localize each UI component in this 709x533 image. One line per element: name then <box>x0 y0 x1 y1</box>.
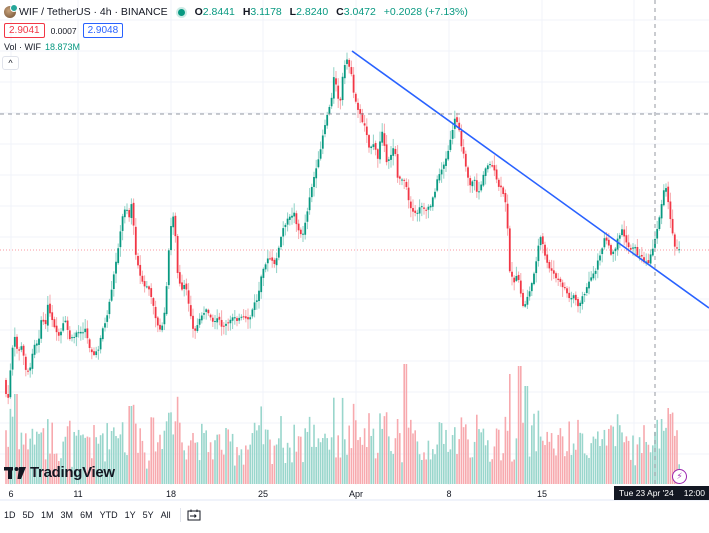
buy-price-button[interactable]: 2.9048 <box>82 23 124 38</box>
time-tick: 18 <box>165 489 177 499</box>
volume-value: 18.873M <box>45 42 81 52</box>
range-ytd-button[interactable]: YTD <box>99 510 118 520</box>
tradingview-logo-text: TradingView <box>30 464 115 481</box>
spread-value: 0.0007 <box>50 25 77 36</box>
volume-legend: Vol · WIF 18.873M <box>4 42 80 52</box>
volume-label: Vol · WIF <box>4 42 42 52</box>
range-3m-button[interactable]: 3M <box>60 510 74 520</box>
time-tick: 6 <box>8 489 14 499</box>
volume-bars <box>5 364 680 484</box>
chevron-up-icon: ^ <box>8 58 13 68</box>
range-6m-button[interactable]: 6M <box>80 510 93 520</box>
time-tick: 8 <box>446 489 452 499</box>
tradingview-logo[interactable]: TradingView <box>4 464 115 481</box>
range-5d-button[interactable]: 5D <box>22 510 35 520</box>
time-axis[interactable]: 6 11 18 25 Apr 8 15 <box>0 485 709 501</box>
crosshair-date: Tue 23 Apr '24 <box>619 488 674 498</box>
date-range-toolbar: 1D 5D 1M 3M 6M YTD 1Y 5Y All <box>0 505 709 525</box>
trendline[interactable] <box>351 50 709 309</box>
range-1y-button[interactable]: 1Y <box>124 510 136 520</box>
ohlc-values: O2.8441 H3.1178 L2.8240 C3.0472 +0.2028 … <box>194 6 468 18</box>
ohlc-open: 2.8441 <box>202 6 235 18</box>
time-tick: 25 <box>257 489 269 499</box>
toolbar-divider <box>179 508 181 522</box>
chart-grid <box>0 0 709 485</box>
crosshair-time-label: Tue 23 Apr '24 12:00 <box>614 486 709 500</box>
ohlc-low: 2.8240 <box>296 6 329 18</box>
wif-coin-icon <box>4 4 18 18</box>
ohlc-close: 3.0472 <box>343 6 376 18</box>
ohlc-high: 3.1178 <box>250 6 282 18</box>
lightning-alert-icon[interactable]: ⚡ <box>672 469 687 484</box>
candlesticks <box>5 52 681 405</box>
ohlc-change: +0.2028 (+7.13%) <box>383 6 468 18</box>
sell-price-button[interactable]: 2.9041 <box>4 23 45 38</box>
range-5y-button[interactable]: 5Y <box>142 510 154 520</box>
symbol-legend: WIF / TetherUS · 4h · BINANCE O2.8441 H3… <box>4 4 473 18</box>
time-tick: Apr <box>348 489 364 499</box>
symbol-title[interactable]: WIF / TetherUS · 4h · BINANCE <box>19 6 168 18</box>
price-chart[interactable] <box>0 0 709 485</box>
tradingview-logo-icon <box>4 466 26 479</box>
crosshair-time: 12:00 <box>683 488 705 498</box>
bid-ask-panel: 2.9041 0.0007 2.9048 <box>4 23 124 38</box>
time-tick: 15 <box>536 489 548 499</box>
calendar-range-icon[interactable] <box>187 509 201 521</box>
range-1m-button[interactable]: 1M <box>41 510 54 520</box>
collapse-legend-button[interactable]: ^ <box>2 56 19 70</box>
time-tick: 11 <box>73 489 83 499</box>
range-1d-button[interactable]: 1D <box>4 510 16 520</box>
market-status-icon <box>177 8 185 16</box>
range-all-button[interactable]: All <box>160 510 171 520</box>
